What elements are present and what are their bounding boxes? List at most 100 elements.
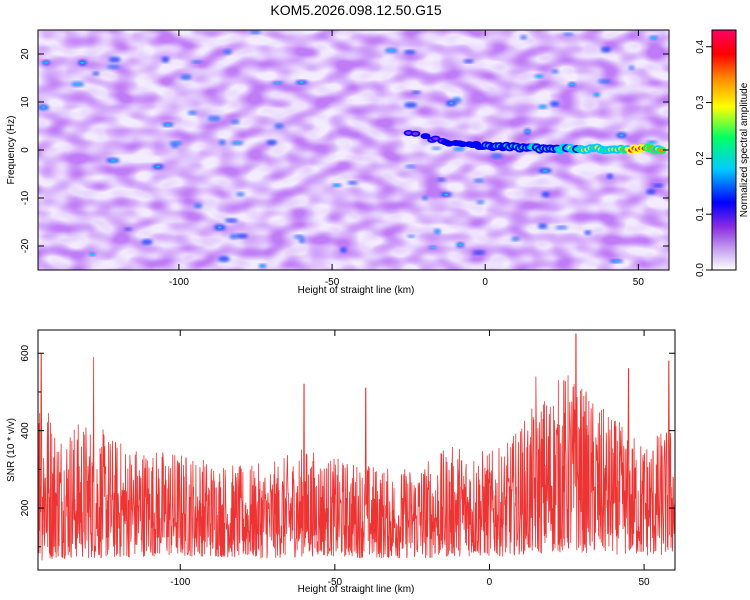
heatmap-speckle-core bbox=[90, 253, 95, 256]
heatmap-speckle-core bbox=[435, 230, 440, 233]
heatmap-speckle bbox=[141, 239, 153, 245]
signal-track-mark bbox=[658, 148, 665, 153]
heatmap-speckle bbox=[404, 50, 416, 55]
colorbar: 0.0 0.1 0.2 0.3 0.4 Normalized spectral ampl… bbox=[695, 29, 750, 277]
heatmap-speckle-core bbox=[430, 246, 435, 249]
heatmap-speckle bbox=[347, 181, 358, 185]
heatmap-speckle bbox=[584, 230, 592, 235]
colorbar-tick-label: 0.3 bbox=[695, 95, 706, 109]
heatmap-speckles bbox=[38, 30, 664, 268]
snr-y-axis-label: SNR (10 * v/v) bbox=[6, 418, 17, 482]
heatmap-speckle-core bbox=[334, 184, 339, 187]
heatmap-x-tick-label: 50 bbox=[633, 277, 645, 288]
colorbar-tick-label: 0.4 bbox=[695, 39, 706, 53]
heatmap-speckle bbox=[491, 153, 503, 159]
heatmap-speckle bbox=[411, 90, 422, 94]
heatmap-speckle-core bbox=[449, 102, 454, 105]
heatmap-speckle-core bbox=[80, 61, 85, 64]
figure-title: KOM5.2026.098.12.50.G15 bbox=[270, 2, 441, 18]
heatmap-speckle-core bbox=[389, 49, 394, 52]
signal-track-mark bbox=[459, 142, 466, 146]
heatmap-x-ticks: -100 -50 0 50 bbox=[169, 30, 644, 288]
heatmap-speckle-core bbox=[75, 83, 80, 86]
heatmap-y-tick-label: 0 bbox=[20, 147, 31, 153]
colorbar-tick-label: 0.1 bbox=[695, 207, 706, 221]
heatmap-speckle bbox=[437, 178, 446, 182]
heatmap-speckle bbox=[92, 71, 100, 76]
heatmap-y-axis-label: Frequency (Hz) bbox=[6, 116, 17, 185]
colorbar-label: Normalized spectral amplitude bbox=[739, 82, 750, 217]
heatmap-speckle-core bbox=[457, 148, 461, 150]
heatmap-speckle bbox=[431, 146, 442, 150]
heatmap-speckle bbox=[193, 203, 203, 209]
heatmap-speckle bbox=[236, 192, 245, 197]
heatmap-speckle-core bbox=[458, 243, 463, 246]
heatmap-speckle bbox=[229, 233, 238, 240]
heatmap-speckle bbox=[108, 57, 121, 63]
heatmap-speckle-core bbox=[536, 75, 541, 78]
heatmap-speckle bbox=[472, 250, 485, 255]
heatmap-speckle-core bbox=[525, 130, 530, 133]
heatmap-x-axis-label: Height of straight line (km) bbox=[298, 285, 415, 296]
heatmap-speckle bbox=[124, 227, 132, 231]
snr-y-tick-label: 600 bbox=[20, 344, 31, 361]
heatmap-speckle bbox=[230, 119, 240, 124]
heatmap-speckle bbox=[403, 102, 418, 108]
heatmap-speckle bbox=[421, 195, 429, 201]
heatmap-speckle bbox=[652, 183, 664, 188]
heatmap-speckle bbox=[537, 223, 548, 229]
snr-y-tick-label: 200 bbox=[20, 499, 31, 516]
heatmap-speckle-core bbox=[594, 93, 599, 96]
heatmap-speckle-core bbox=[235, 142, 240, 145]
heatmap-speckle bbox=[541, 191, 550, 198]
heatmap-speckle-core bbox=[619, 134, 624, 137]
colorbar-tick-label: 0.0 bbox=[695, 263, 706, 277]
heatmap-speckle bbox=[266, 139, 278, 146]
signal-track-mark bbox=[446, 142, 453, 146]
heatmap-speckle bbox=[597, 79, 612, 84]
heatmap-speckle bbox=[106, 64, 121, 69]
heatmap-speckle-core bbox=[41, 106, 46, 109]
heatmap-speckle-core bbox=[217, 226, 222, 229]
snr-x-tick-label: 0 bbox=[487, 577, 493, 588]
snr-x-tick-label: -100 bbox=[170, 577, 190, 588]
heatmap-speckle bbox=[511, 236, 520, 242]
heatmap-speckle bbox=[170, 142, 179, 149]
heatmap-speckle bbox=[274, 123, 284, 129]
heatmap-speckle bbox=[293, 234, 305, 239]
snr-series-line bbox=[38, 333, 675, 561]
snr-x-tick-label: -50 bbox=[328, 577, 343, 588]
heatmap-speckle-core bbox=[44, 61, 49, 64]
snr-frame bbox=[37, 329, 676, 571]
heatmap-speckle-core bbox=[649, 141, 654, 144]
heatmap-speckle bbox=[476, 200, 485, 205]
heatmap-speckle bbox=[218, 256, 230, 262]
signal-track-mark bbox=[422, 134, 429, 138]
heatmap-speckle bbox=[250, 30, 261, 34]
signal-track-mark bbox=[432, 137, 439, 141]
heatmap-y-tick-label: 20 bbox=[20, 48, 31, 60]
heatmap-speckle bbox=[520, 35, 527, 40]
heatmap-speckle bbox=[451, 97, 462, 103]
heatmap-speckle bbox=[180, 74, 192, 81]
snr-panel: -100 -50 0 50 200 400 600 Height of straight … bbox=[6, 329, 676, 595]
heatmap-speckle bbox=[405, 164, 417, 168]
heatmap-speckle bbox=[551, 69, 559, 74]
signal-track-mark bbox=[412, 132, 419, 136]
heatmap-speckle bbox=[555, 225, 568, 230]
heatmap-speckle-core bbox=[299, 81, 304, 84]
heatmap-speckle bbox=[191, 60, 203, 64]
heatmap-speckle bbox=[549, 101, 560, 107]
heatmap-speckle bbox=[235, 233, 248, 239]
heatmap-speckle-core bbox=[543, 169, 548, 172]
heatmap-speckle bbox=[298, 237, 306, 244]
signal-track-mark bbox=[405, 131, 412, 135]
heatmap-signal-track bbox=[403, 130, 667, 155]
heatmap-speckle bbox=[473, 178, 485, 183]
heatmap-speckle-core bbox=[614, 260, 619, 263]
heatmap-speckle-core bbox=[651, 36, 656, 39]
snr-x-axis-label: Height of straight line (km) bbox=[298, 584, 415, 595]
snr-x-ticks: -100 -50 0 50 bbox=[170, 330, 650, 588]
heatmap-x-tick-label: -100 bbox=[169, 277, 189, 288]
